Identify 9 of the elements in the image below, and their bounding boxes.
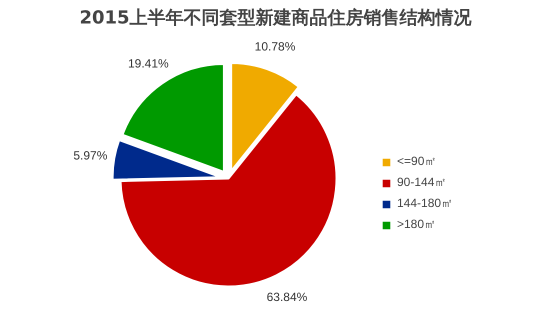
legend-label: <=90㎡: [397, 153, 436, 170]
data-label: 5.97%: [73, 148, 108, 163]
legend-label: 90-144㎡: [397, 174, 446, 191]
data-label: 19.41%: [128, 56, 170, 71]
legend-label: 144-180㎡: [397, 195, 454, 212]
data-label: 10.78%: [254, 39, 296, 54]
legend-label: >180㎡: [397, 216, 436, 233]
data-label: 63.84%: [266, 290, 308, 304]
chart-title: 2015上半年不同套型新建商品住房销售结构情况: [79, 8, 473, 28]
